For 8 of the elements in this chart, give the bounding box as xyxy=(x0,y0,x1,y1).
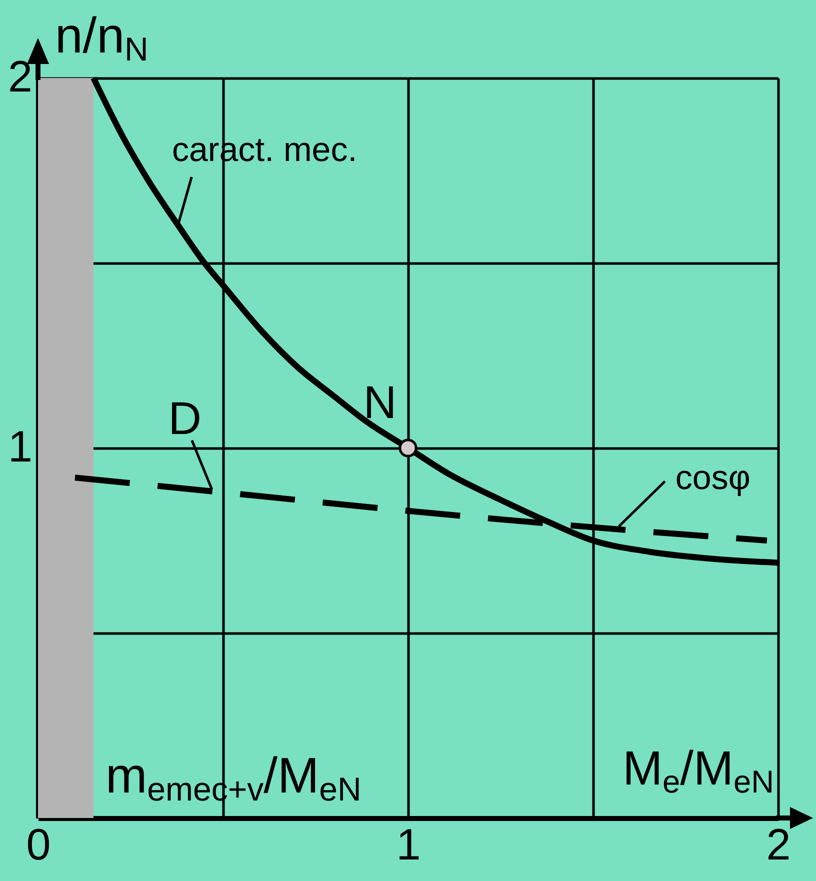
y-axis-title: n/n$_{N}$ xyxy=(55,7,148,68)
x-tick-label: 1 xyxy=(396,820,421,870)
x-tick-label: 2 xyxy=(766,820,791,870)
annotation: D xyxy=(168,392,202,444)
x-tick-label: 0 xyxy=(26,820,51,870)
series-label: cosφ xyxy=(675,459,750,498)
x-axis-title: M$_{e}$/M$_{eN}$ xyxy=(622,742,774,800)
annotation: N xyxy=(363,376,397,428)
